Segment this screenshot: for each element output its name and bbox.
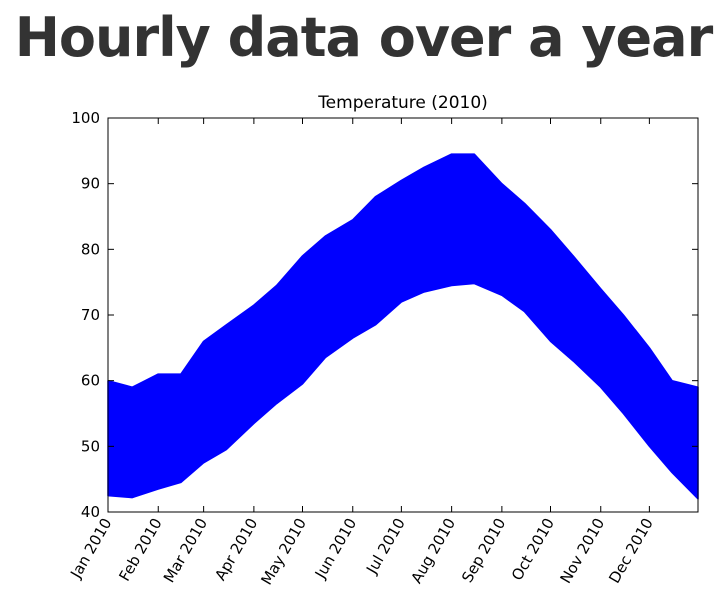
x-tick-label-2: Mar 2010 [160,515,211,586]
y-tick-label-90: 90 [81,175,100,193]
x-tick-label-3: Apr 2010 [211,515,261,584]
temperature-band-0 [107,153,699,500]
x-tick-label-10: Nov 2010 [557,515,609,587]
y-tick-label-40: 40 [81,503,100,521]
x-tick-label-5: Jun 2010 [311,515,360,582]
x-tick-label-4: May 2010 [257,515,310,588]
y-tick-label-80: 80 [81,240,100,258]
x-tick-label-6: Jul 2010 [362,515,409,578]
x-tick-label-7: Aug 2010 [407,515,459,587]
y-tick-label-50: 50 [81,437,100,455]
x-tick-label-0: Jan 2010 [66,515,115,582]
x-tick-label-11: Dec 2010 [605,515,657,586]
chart-title: Temperature (2010) [317,93,488,113]
y-tick-label-70: 70 [81,306,100,324]
x-tick-label-9: Oct 2010 [508,515,558,584]
x-tick-label-1: Feb 2010 [115,515,165,584]
slide-title: Hourly data over a year [14,6,714,69]
y-tick-label-100: 100 [71,109,100,127]
x-tick-label-8: Sep 2010 [458,515,509,586]
y-tick-label-60: 60 [81,372,100,390]
